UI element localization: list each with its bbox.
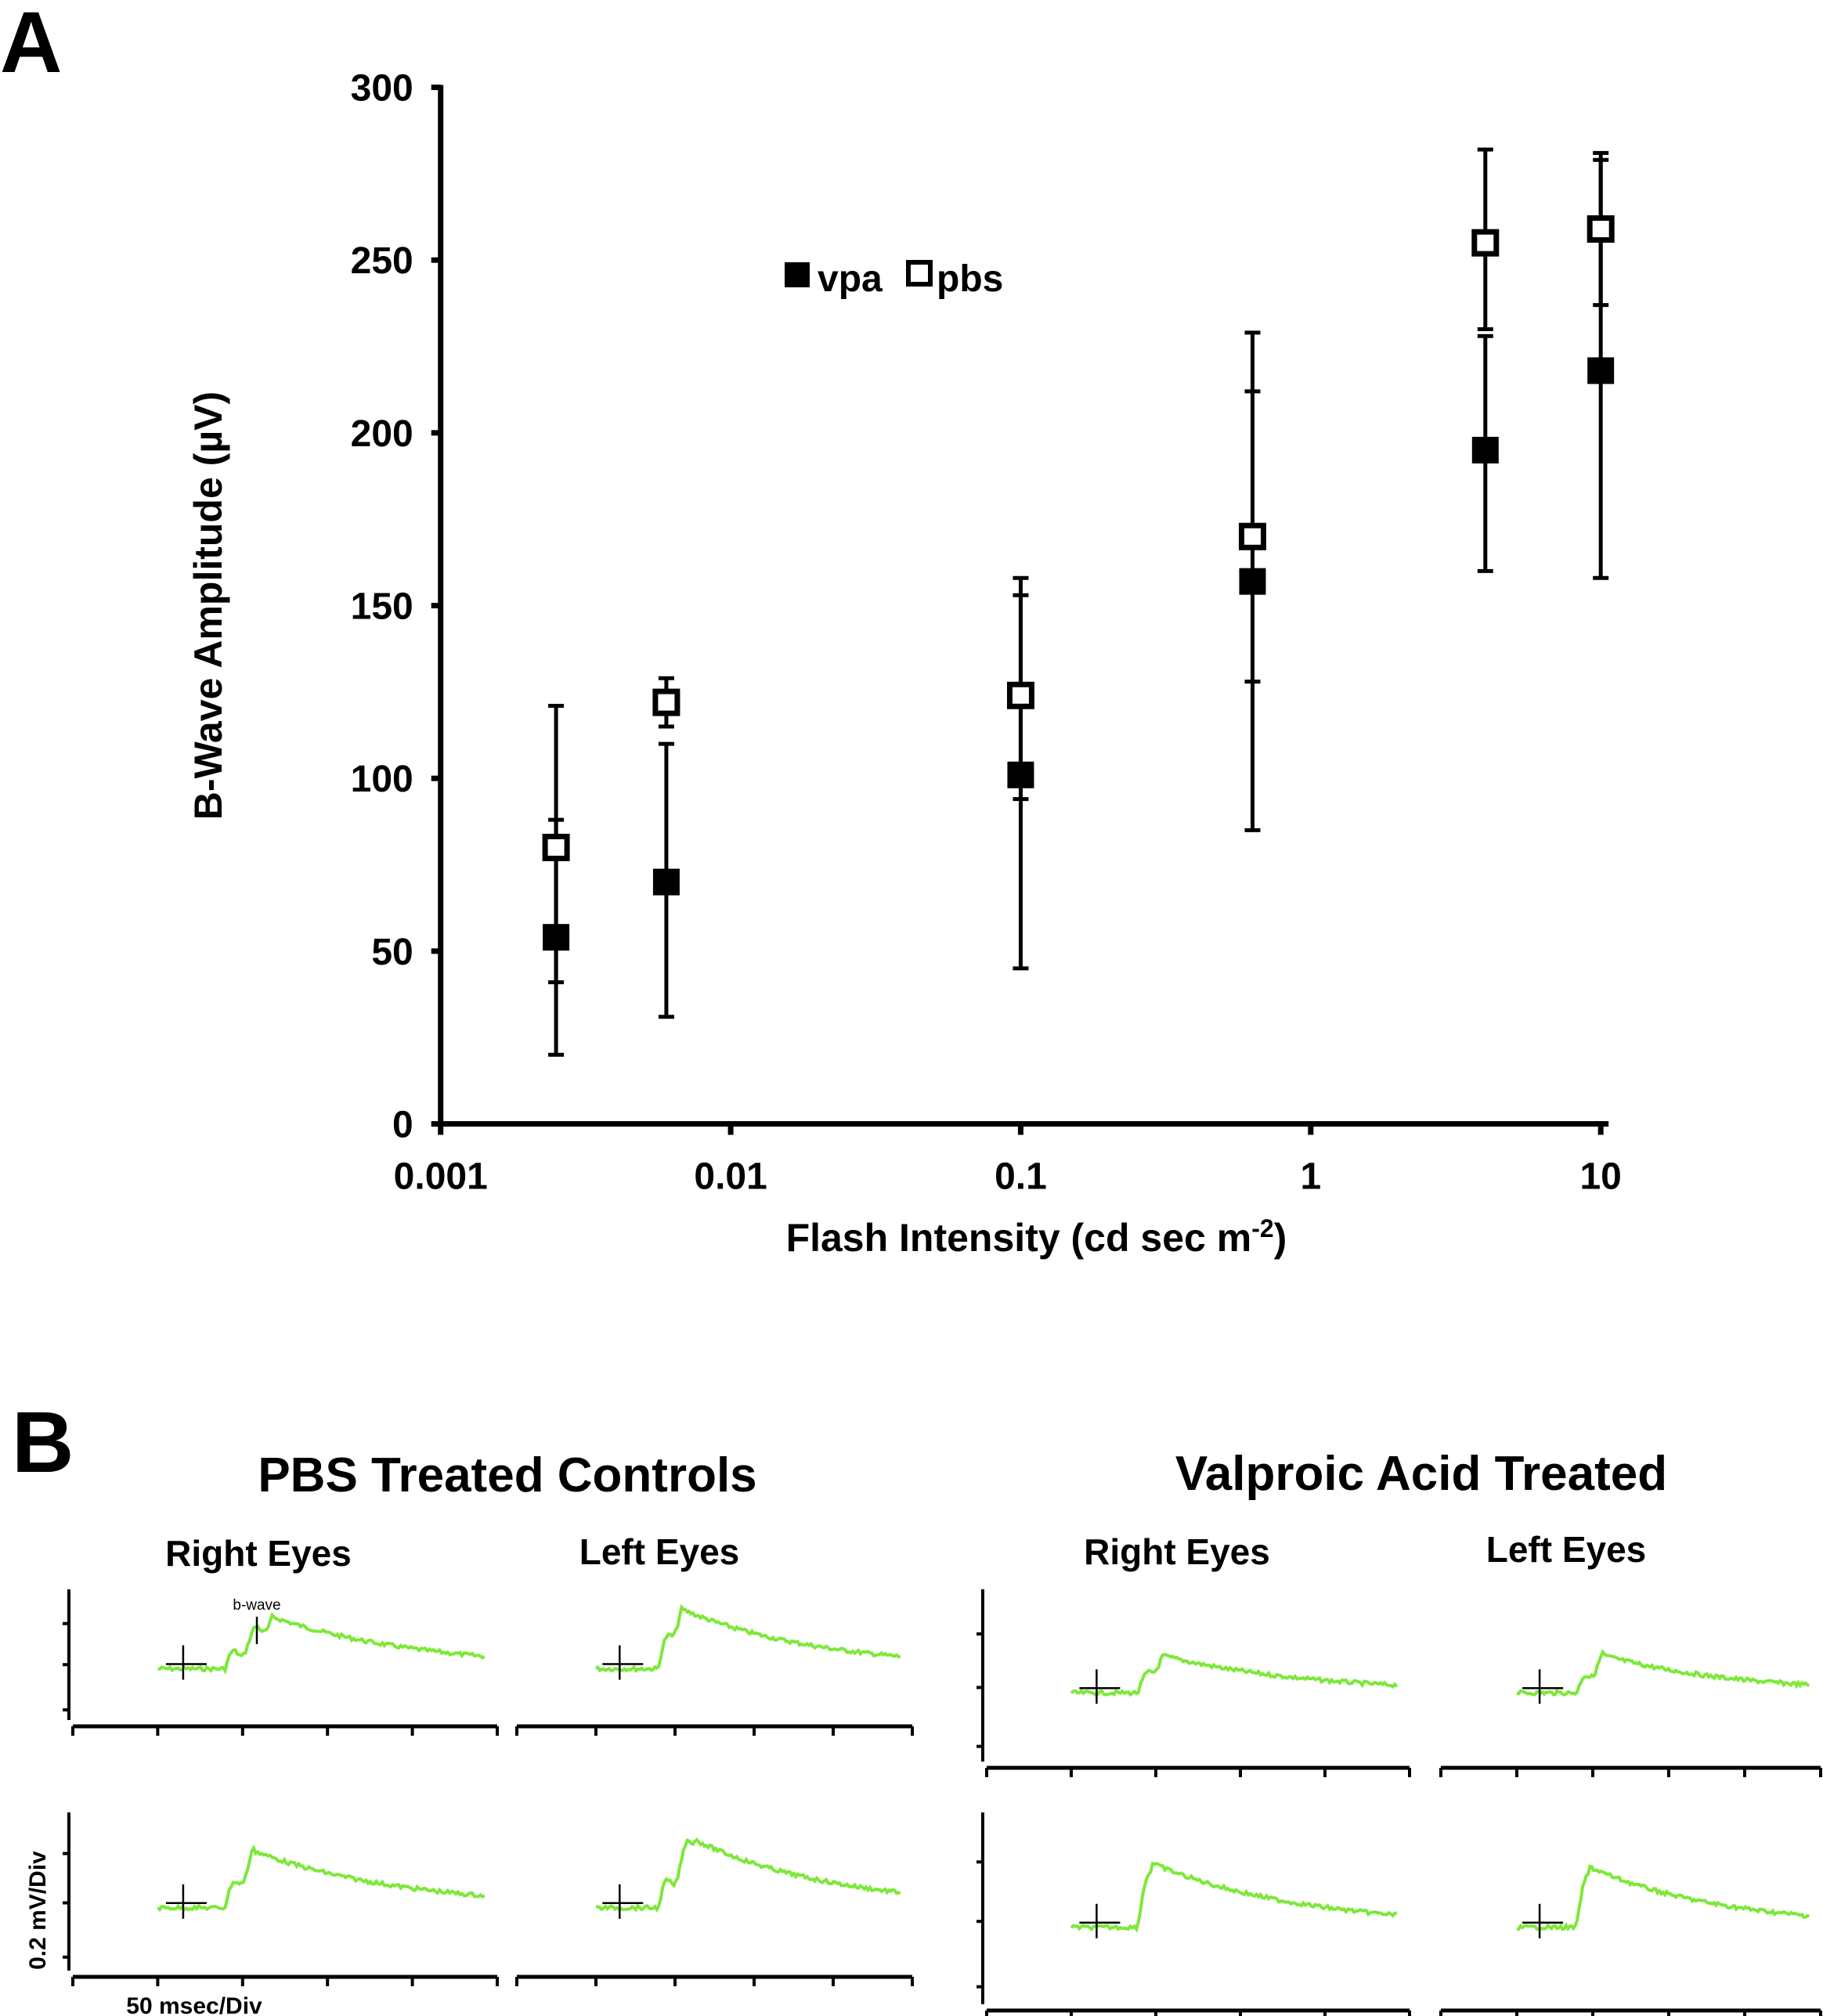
y-axis-label: B-Wave Amplitude (µV) [186, 391, 230, 820]
x-tick-label: 0.1 [995, 1156, 1047, 1198]
erg-trace-pbs-right-top [157, 1612, 486, 1675]
y-tick-label: 0 [392, 1105, 413, 1146]
legend: vpa pbs [785, 258, 1003, 300]
y-tick-label: 300 [351, 68, 413, 110]
column-title-pbs-left: Left Eyes [579, 1531, 740, 1572]
y-tick-label: 50 [371, 932, 413, 973]
legend-pbs-label: pbs [937, 258, 1003, 300]
scale-x-label: 50 msec/Div [126, 1993, 262, 2016]
erg-trace-vpa-left-bottom [1516, 1864, 1810, 1932]
erg-trace-vpa-right-bottom [1070, 1861, 1397, 1933]
y-tick-label: 150 [351, 586, 413, 628]
point-pbs [1238, 522, 1266, 550]
point-vpa [1587, 357, 1615, 384]
point-vpa [543, 924, 570, 951]
chart-a: 0 50 100 150 200 250 300 0.001 0.01 0.1 1 10 [351, 68, 1622, 1198]
y-tick-label: 200 [351, 413, 413, 455]
legend-vpa-marker [785, 262, 810, 287]
x-tick-label: 1 [1300, 1156, 1321, 1198]
group-title-vpa: Valproic Acid Treated [1175, 1447, 1667, 1501]
point-vpa [1239, 568, 1266, 595]
annotation-b-wave: b-wave [233, 1597, 280, 1614]
group-title-pbs: PBS Treated Controls [258, 1448, 756, 1502]
point-pbs [1587, 215, 1615, 243]
erg-trace-vpa-right-top [1070, 1653, 1399, 1697]
point-vpa [652, 868, 680, 896]
erg-trace-pbs-right-bottom [157, 1845, 486, 1912]
panel-label-a: A [0, 0, 62, 91]
point-vpa [1007, 761, 1034, 788]
y-tick-label: 100 [351, 759, 413, 800]
scale-y-label: 0.2 mV/Div [25, 1851, 51, 1970]
panel-label-b: B [12, 1394, 74, 1491]
x-tick-label: 0.001 [394, 1156, 488, 1198]
x-axis-label: Flash Intensity (cd sec m-2) [786, 1214, 1287, 1260]
x-tick-label: 10 [1579, 1156, 1621, 1198]
erg-traces [63, 1589, 1822, 2016]
column-title-vpa-right: Right Eyes [1084, 1531, 1270, 1572]
point-vpa [1471, 436, 1499, 463]
point-pbs [652, 688, 680, 716]
column-title-vpa-left: Left Eyes [1486, 1529, 1647, 1570]
column-title-pbs-right: Right Eyes [165, 1533, 352, 1574]
x-axis-label-sup: -2 [1251, 1214, 1273, 1242]
x-tick-label: 0.01 [694, 1156, 767, 1198]
y-tick-label: 250 [351, 240, 413, 282]
x-axis-label-close: ) [1274, 1216, 1287, 1260]
erg-trace-pbs-left-top [594, 1603, 901, 1674]
legend-pbs-marker [906, 260, 933, 287]
erg-trace-vpa-left-top [1516, 1649, 1810, 1697]
point-pbs [1006, 681, 1034, 709]
erg-trace-pbs-left-bottom [596, 1837, 901, 1913]
point-pbs [542, 833, 570, 861]
legend-vpa-label: vpa [818, 258, 883, 300]
x-axis-label-main: Flash Intensity (cd sec m [786, 1216, 1252, 1260]
point-pbs [1471, 229, 1500, 257]
